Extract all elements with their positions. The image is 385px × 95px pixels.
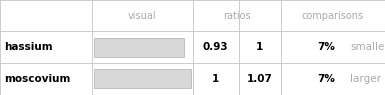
Bar [94, 69, 191, 88]
Bar [94, 38, 184, 57]
Text: smaller: smaller [350, 42, 385, 52]
Text: visual: visual [128, 11, 157, 21]
Text: 7%: 7% [318, 74, 335, 84]
Text: 1: 1 [256, 42, 263, 52]
Text: moscovium: moscovium [4, 74, 70, 84]
Text: ratios: ratios [223, 11, 251, 21]
Text: 0.93: 0.93 [203, 42, 228, 52]
Text: 1: 1 [212, 74, 219, 84]
Text: comparisons: comparisons [302, 11, 364, 21]
Text: larger: larger [350, 74, 382, 84]
Text: 1.07: 1.07 [247, 74, 273, 84]
Text: 7%: 7% [318, 42, 335, 52]
Text: hassium: hassium [4, 42, 52, 52]
